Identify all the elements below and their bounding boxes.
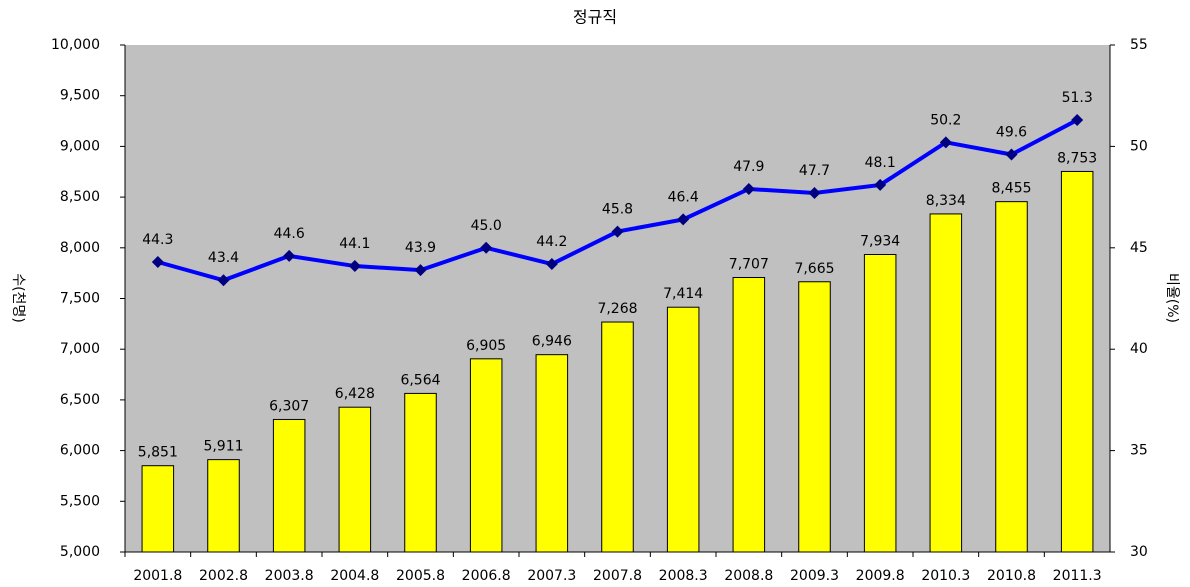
- x-tick-label: 2010.8: [987, 568, 1036, 584]
- bar-value-label: 6,428: [335, 386, 375, 402]
- x-tick-label: 2008.8: [724, 568, 773, 584]
- line-marker: [939, 136, 952, 149]
- line-marker: [348, 260, 361, 273]
- bar-value-label: 6,564: [400, 372, 440, 388]
- line-marker: [480, 241, 493, 254]
- bar: [207, 459, 240, 553]
- bar-value-label: 7,268: [597, 301, 637, 317]
- x-tick-label: 2009.3: [790, 568, 839, 584]
- bar-value-label: 7,707: [729, 257, 769, 273]
- x-tick-label: 2009.8: [856, 568, 905, 584]
- bar: [1060, 170, 1094, 553]
- y-tick-label: 10,000: [51, 37, 100, 53]
- bar: [732, 277, 766, 553]
- line-value-label: 44.6: [274, 226, 305, 242]
- y-tick-label: 5,500: [60, 493, 100, 509]
- line-value-label: 44.2: [536, 234, 567, 250]
- line-marker: [151, 255, 164, 268]
- bar-value-label: 8,334: [926, 193, 966, 209]
- y-tick-label: 5,000: [60, 544, 100, 560]
- x-tick-label: 2005.8: [396, 568, 445, 584]
- x-tick-label: 2006.8: [462, 568, 511, 584]
- bar: [404, 392, 437, 553]
- y-axis-label: 수(천명): [10, 273, 26, 323]
- line-value-label: 46.4: [668, 189, 699, 205]
- x-tick-label: 2007.8: [593, 568, 642, 584]
- bar-value-label: 6,307: [269, 398, 309, 414]
- line-marker: [545, 258, 558, 271]
- bar: [863, 253, 897, 553]
- line-marker: [414, 264, 427, 277]
- chart-title: 정규직: [573, 8, 617, 27]
- line-value-label: 49.6: [996, 125, 1027, 141]
- bar-value-label: 5,851: [138, 445, 178, 461]
- line-value-label: 47.7: [799, 163, 830, 179]
- y2-tick-label: 50: [1130, 138, 1148, 154]
- y-tick-label: 9,500: [60, 88, 100, 104]
- bar-value-label: 6,946: [532, 334, 572, 350]
- bar: [469, 358, 503, 553]
- x-tick-label: 2007.3: [527, 568, 576, 584]
- x-tick-label: 2003.8: [265, 568, 314, 584]
- bar-value-label: 7,934: [860, 233, 900, 249]
- bar: [601, 321, 634, 553]
- line-marker: [283, 249, 296, 262]
- line-value-label: 43.9: [405, 240, 436, 256]
- y2-tick-label: 40: [1130, 341, 1148, 357]
- bar: [141, 465, 175, 553]
- bar: [535, 354, 569, 553]
- line-marker: [874, 178, 887, 191]
- x-tick-label: 2008.3: [659, 568, 708, 584]
- y2-tick-label: 45: [1130, 240, 1148, 256]
- line-marker: [1071, 114, 1084, 127]
- bar-value-label: 8,455: [991, 181, 1031, 197]
- bar: [798, 281, 831, 553]
- bar-value-label: 5,911: [203, 439, 243, 455]
- line-value-label: 44.1: [339, 236, 370, 252]
- bar: [338, 406, 372, 553]
- line-marker: [808, 187, 821, 200]
- line-marker: [1005, 148, 1018, 161]
- line-value-label: 43.4: [208, 250, 239, 266]
- bar-value-label: 8,753: [1057, 150, 1097, 166]
- y-tick-label: 6,500: [60, 392, 100, 408]
- bar-value-label: 6,905: [466, 338, 506, 354]
- x-tick-label: 2004.8: [330, 568, 379, 584]
- y-tick-label: 8,000: [60, 240, 100, 256]
- y2-axis-label: 비율(%): [1164, 273, 1180, 323]
- line-value-label: 48.1: [865, 155, 896, 171]
- line-marker: [677, 213, 690, 226]
- x-tick-label: 2001.8: [133, 568, 182, 584]
- line-value-label: 44.3: [142, 232, 173, 248]
- x-tick-label: 2011.3: [1053, 568, 1102, 584]
- x-tick-label: 2002.8: [199, 568, 248, 584]
- bar-value-label: 7,414: [663, 286, 703, 302]
- line-value-label: 51.3: [1062, 90, 1093, 106]
- bar: [666, 306, 700, 553]
- y-tick-label: 6,000: [60, 443, 100, 459]
- line-marker: [742, 182, 755, 195]
- line-value-label: 45.8: [602, 202, 633, 218]
- bar: [272, 418, 306, 553]
- x-tick-label: 2010.3: [921, 568, 970, 584]
- y-tick-label: 9,000: [60, 138, 100, 154]
- bar: [929, 213, 963, 553]
- y2-tick-label: 30: [1130, 544, 1148, 560]
- y2-tick-label: 55: [1130, 37, 1148, 53]
- line-value-label: 45.0: [471, 218, 502, 234]
- y2-tick-label: 35: [1130, 443, 1148, 459]
- y-tick-label: 7,500: [60, 291, 100, 307]
- line-marker: [217, 274, 230, 287]
- y-tick-label: 7,000: [60, 341, 100, 357]
- bar-value-label: 7,665: [794, 261, 834, 277]
- line-marker: [611, 225, 624, 238]
- line-value-label: 47.9: [733, 159, 764, 175]
- bar: [995, 201, 1028, 553]
- y-tick-label: 8,500: [60, 189, 100, 205]
- line-value-label: 50.2: [930, 112, 961, 128]
